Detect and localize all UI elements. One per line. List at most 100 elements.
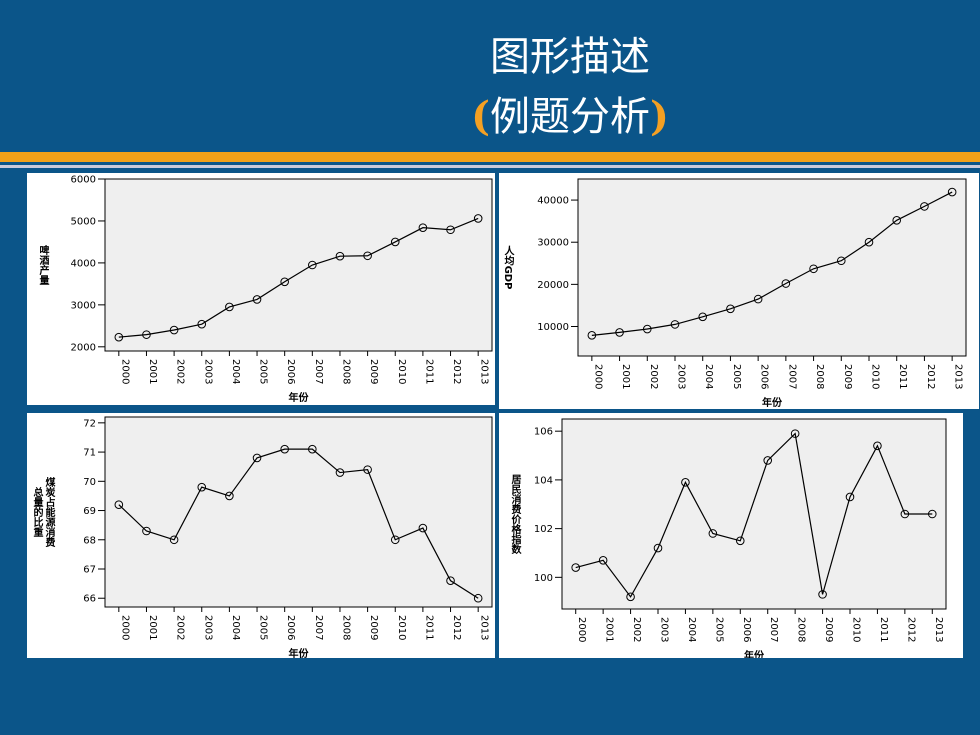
x-tick-label: 2012 [451,615,462,640]
data-point [473,593,483,603]
data-point [836,256,846,266]
data-point [670,320,680,329]
x-tick-label: 2009 [368,615,379,640]
cpi-chart: 100 102 104 106 2000 2001 2002 2003 2004 2005 2006… [509,418,947,658]
x-tick-label: 2009 [842,364,853,389]
data-point [225,302,234,312]
gdp-per-capita-chart: 10000 20000 30000 40000 2000 2001 2002 2003 2004… [502,178,967,409]
data-point [418,523,428,533]
data-point [169,535,179,545]
y-tick-label: 72 [83,418,96,429]
data-point [947,187,957,197]
series-line [118,217,479,338]
x-tick-label: 2011 [878,617,889,642]
data-point [252,295,262,304]
chart-panel-coal: 66 67 68 69 70 71 72 2000 2001 2002 2003 2004 2005 20… [27,413,495,658]
x-tick-label: 2009 [823,617,834,642]
x-tick-label: 2003 [202,359,213,384]
x-tick-label: 2004 [686,617,697,642]
data-point [197,482,207,492]
y-tick-label: 30000 [537,238,569,249]
x-tick-label: 2008 [796,617,807,642]
x-tick-label: 2002 [648,364,659,389]
x-tick-label: 2013 [953,364,964,389]
y-tick-label: 71 [83,448,96,459]
x-tick-label: 2007 [313,615,324,640]
data-point [169,325,179,335]
series-line [591,191,953,336]
data-point [308,444,317,454]
y-tick-label: 70 [83,477,96,488]
data-point [252,453,262,463]
x-tick-label: 2000 [592,364,603,389]
x-tick-label: 2009 [368,359,379,384]
series-line [575,432,933,598]
data-point [587,331,597,340]
y-tick-label: 69 [83,506,96,517]
x-tick-label: 2000 [576,617,587,642]
x-tick-label: 2006 [741,617,752,642]
x-tick-label: 2008 [814,364,825,389]
x-axis-label: 年份 [744,649,765,658]
chart-panel-cpi: 100 102 104 106 2000 2001 2002 2003 2004 2005 2006… [499,413,963,658]
subtitle-close-paren: ) [650,93,669,140]
data-point [418,223,428,232]
data-point [142,526,151,536]
x-tick-label: 2013 [933,617,944,642]
plot-area [104,178,493,352]
x-tick-label: 2007 [313,359,324,384]
y-tick-label: 106 [534,427,553,438]
data-point [920,202,929,211]
y-tick-label: 20000 [537,280,569,291]
slide-subtitle: (例题分析) [380,84,760,142]
data-point [927,509,937,519]
x-tick-label: 2005 [713,617,724,642]
plot-area [561,418,947,610]
series-line [118,448,479,599]
x-tick-label: 2008 [340,615,351,640]
data-point [280,444,289,454]
data-point [626,592,635,602]
x-tick-label: 2011 [423,359,434,384]
x-tick-label: 2007 [786,364,797,389]
x-tick-label: 2004 [703,364,714,389]
subtitle-text: 例题分析 [490,94,650,140]
x-tick-label: 2012 [905,617,916,642]
y-axis-label: 人均GDP [502,244,514,289]
x-tick-label: 2013 [479,615,490,640]
data-point [653,543,663,553]
data-point [615,328,624,337]
x-tick-label: 2011 [423,615,434,640]
x-tick-label: 2001 [147,359,158,384]
x-tick-label: 2012 [925,364,936,389]
data-point [280,277,289,287]
data-point [642,324,652,334]
data-point [735,536,745,546]
x-axis-label: 年份 [289,391,310,404]
y-tick-label: 67 [83,565,96,576]
data-point [900,509,910,519]
data-point [845,492,855,502]
x-axis-label: 年份 [289,647,310,658]
x-tick-label: 2010 [851,617,862,642]
data-point [390,535,400,545]
x-tick-label: 2005 [258,615,269,640]
coal-share-chart: 66 67 68 69 70 71 72 2000 2001 2002 2003 2004 2005 20… [31,416,493,658]
data-point [781,279,791,288]
data-point [363,251,372,261]
beer-output-chart: 2000 3000 4000 5000 6000 2000 2001 2002 2003 2004… [37,175,493,404]
data-point [446,225,455,235]
divider-light [0,165,980,168]
x-tick-label: 2007 [768,617,779,642]
data-point [864,237,874,247]
data-point [446,576,455,585]
data-point [818,590,827,599]
plot-area [577,178,967,357]
data-point [114,500,124,509]
slide-title: 图形描述 [490,34,650,80]
data-point [698,312,708,322]
data-point [726,304,735,314]
data-point [598,555,608,565]
x-tick-label: 2008 [340,359,351,384]
data-point [335,468,345,477]
